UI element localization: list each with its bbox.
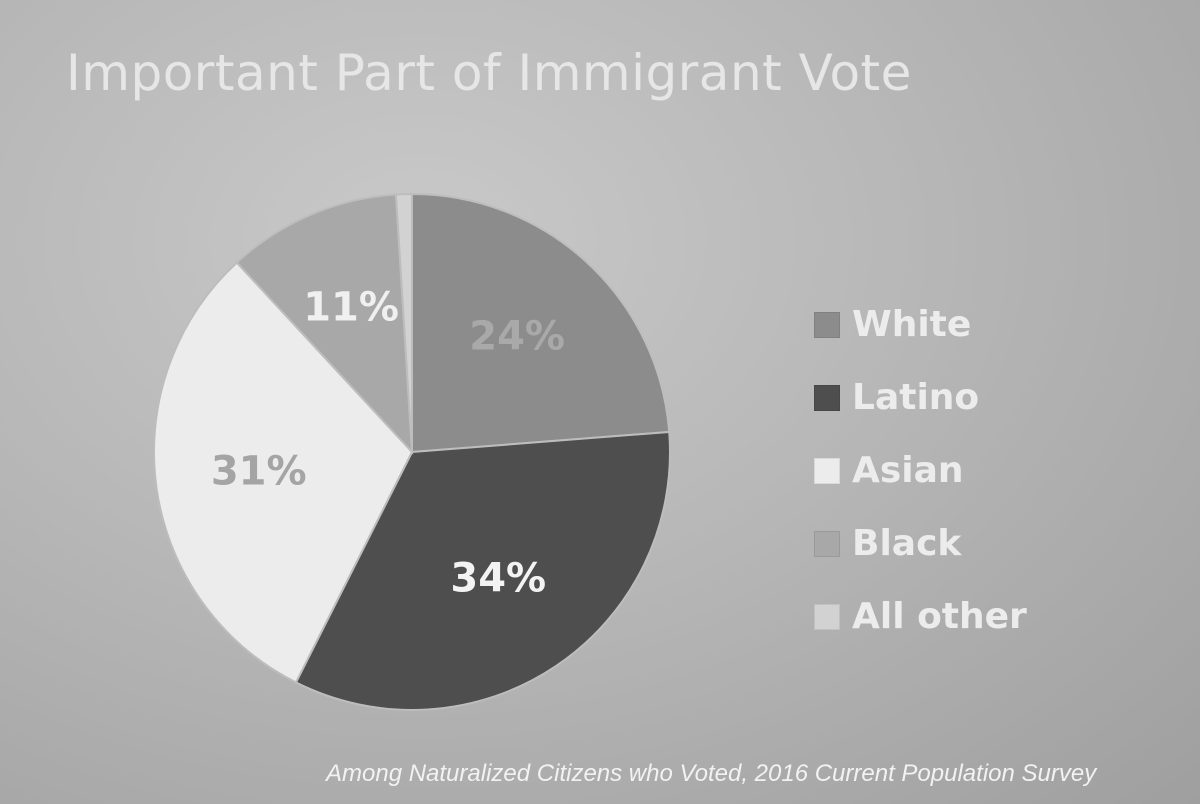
legend-swatch (814, 311, 840, 338)
legend-item-black: Black (814, 507, 1027, 580)
legend-item-white: White (814, 288, 1027, 361)
legend-label: Black (852, 523, 962, 564)
legend-label: Latino (852, 377, 980, 418)
pie-slice-white (411, 192, 671, 454)
pie-slice-black (235, 193, 414, 455)
chart-legend: White Latino Asian Black All other (814, 288, 1027, 653)
legend-swatch (814, 457, 840, 484)
legend-swatch (814, 603, 840, 630)
legend-item-latino: Latino (814, 361, 1027, 434)
legend-item-all-other: All other (814, 580, 1027, 653)
chart-footnote: Among Naturalized Citizens who Voted, 20… (326, 760, 1097, 787)
data-label-latino: 34% (450, 556, 546, 602)
data-label-black: 11% (303, 285, 399, 331)
legend-swatch (814, 384, 840, 411)
legend-label: All other (852, 596, 1027, 637)
pie-slice-latino (294, 430, 671, 711)
data-label-asian: 31% (211, 449, 307, 495)
pie-slice-all-other (394, 192, 413, 453)
legend-label: Asian (852, 450, 964, 491)
data-label-white: 24% (469, 313, 565, 359)
pie-slice-asian (153, 261, 414, 684)
legend-item-asian: Asian (814, 434, 1027, 507)
legend-swatch (814, 530, 840, 557)
legend-label: White (852, 304, 972, 345)
chart-title: Important Part of Immigrant Vote (66, 44, 912, 102)
